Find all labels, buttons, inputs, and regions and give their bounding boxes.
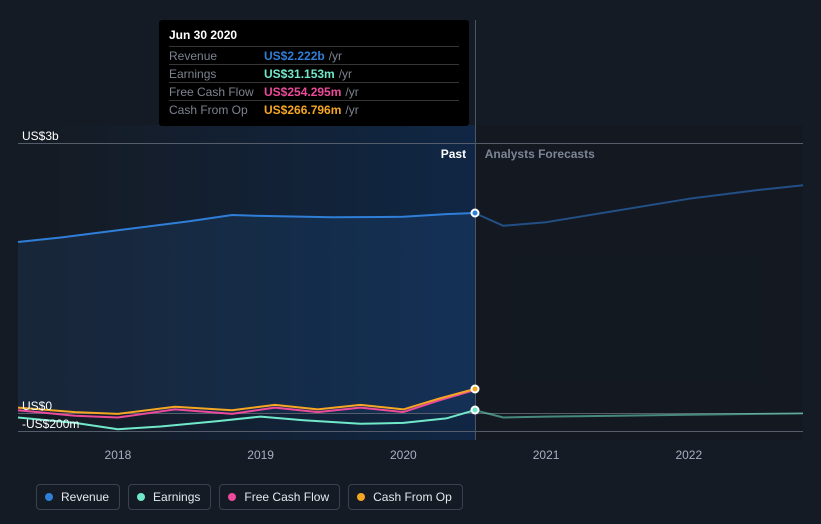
legend-item-fcf[interactable]: Free Cash Flow (219, 484, 340, 510)
x-axis-label: 2018 (105, 448, 132, 462)
tooltip-row: Free Cash FlowUS$254.295m/yr (169, 82, 459, 100)
forecast-label: Analysts Forecasts (485, 147, 595, 161)
tooltip-unit: /yr (345, 85, 358, 99)
tooltip-row: RevenueUS$2.222b/yr (169, 46, 459, 64)
tooltip-key: Earnings (169, 67, 264, 81)
legend-dot-icon (137, 493, 145, 501)
marker-cfo (470, 384, 479, 393)
tooltip: Jun 30 2020 RevenueUS$2.222b/yrEarningsU… (159, 20, 469, 126)
y-axis-label: US$0 (22, 399, 52, 413)
tooltip-value: US$254.295m (264, 85, 341, 99)
legend-item-revenue[interactable]: Revenue (36, 484, 120, 510)
tooltip-key: Cash From Op (169, 103, 264, 117)
tooltip-row: Cash From OpUS$266.796m/yr (169, 100, 459, 118)
marker-revenue (470, 209, 479, 218)
tooltip-date: Jun 30 2020 (169, 26, 459, 46)
x-axis-label: 2019 (247, 448, 274, 462)
y-axis-label: US$3b (22, 129, 59, 143)
legend-dot-icon (228, 493, 236, 501)
x-axis-label: 2021 (533, 448, 560, 462)
earnings-chart: US$3b US$0 -US$200m 2018 2019 2020 2021 2022 P… (18, 0, 803, 524)
marker-earnings (470, 406, 479, 415)
x-axis-label: 2020 (390, 448, 417, 462)
tooltip-row: EarningsUS$31.153m/yr (169, 64, 459, 82)
legend-label: Cash From Op (373, 490, 452, 504)
tooltip-unit: /yr (329, 49, 342, 63)
legend-item-earnings[interactable]: Earnings (128, 484, 211, 510)
tooltip-unit: /yr (339, 67, 352, 81)
legend-dot-icon (357, 493, 365, 501)
past-label: Past (441, 147, 466, 161)
y-axis-label: -US$200m (22, 417, 79, 431)
legend-label: Revenue (61, 490, 109, 504)
legend-item-cfo[interactable]: Cash From Op (348, 484, 463, 510)
tooltip-value: US$31.153m (264, 67, 335, 81)
series-forecast-revenue (475, 185, 803, 226)
series-fill-revenue (18, 213, 475, 413)
tooltip-value: US$266.796m (264, 103, 341, 117)
legend-label: Earnings (153, 490, 200, 504)
tooltip-key: Revenue (169, 49, 264, 63)
legend: Revenue Earnings Free Cash Flow Cash From O… (36, 484, 463, 510)
legend-label: Free Cash Flow (244, 490, 329, 504)
series-forecast-earnings (475, 410, 803, 417)
tooltip-value: US$2.222b (264, 49, 325, 63)
tooltip-key: Free Cash Flow (169, 85, 264, 99)
chart-svg (18, 125, 803, 440)
x-axis-label: 2022 (675, 448, 702, 462)
tooltip-unit: /yr (345, 103, 358, 117)
legend-dot-icon (45, 493, 53, 501)
